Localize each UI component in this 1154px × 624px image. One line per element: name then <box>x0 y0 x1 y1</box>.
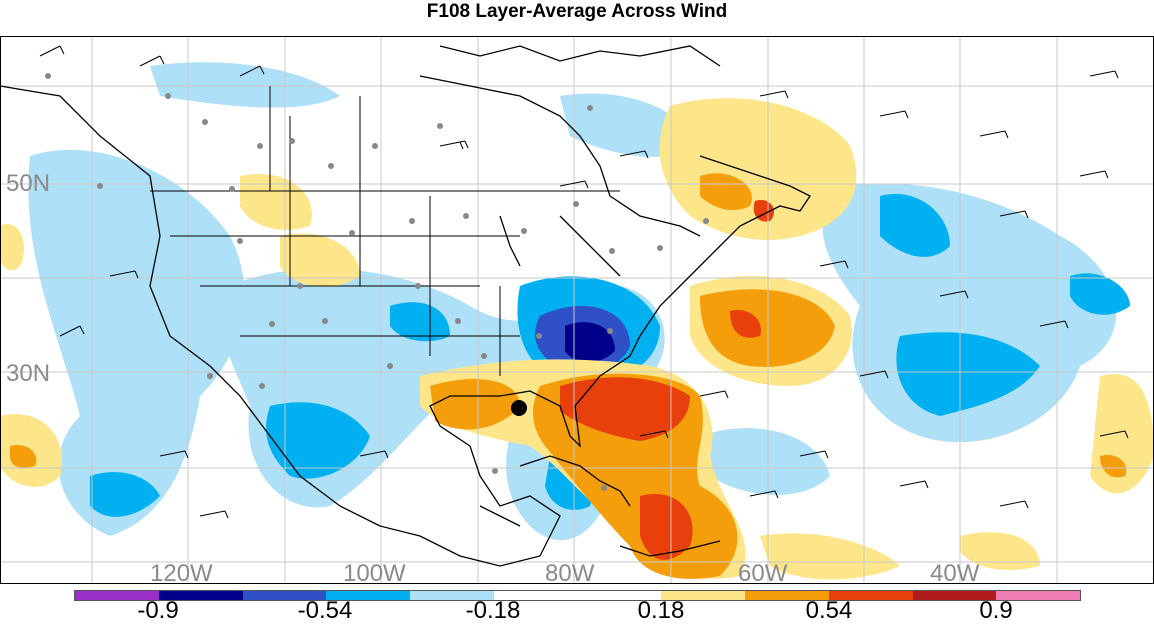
colorbar-segment <box>410 591 494 600</box>
lon-label-100w: 100W <box>343 560 406 584</box>
colorbar-label-neg-0-9: -0.9 <box>137 597 179 624</box>
lon-label-120w: 120W <box>150 560 213 584</box>
lon-label-40w: 40W <box>930 560 980 584</box>
storm-center-marker <box>511 400 527 416</box>
colorbar-segment <box>828 591 913 600</box>
lon-label-60w: 60W <box>738 560 788 584</box>
colorbar-segment <box>493 591 578 600</box>
station-dots <box>45 73 709 491</box>
colorbar-label-neg-0-18: -0.18 <box>465 597 521 624</box>
wind-barbs <box>39 45 1129 519</box>
colorbar-segment <box>158 591 243 600</box>
coastlines <box>0 45 811 567</box>
colorbar-segment <box>996 591 1080 600</box>
anomaly-fill-layer <box>0 62 1154 580</box>
colorbar-segment <box>75 591 159 600</box>
colorbar <box>74 590 1081 601</box>
colorbar-segment <box>745 591 829 600</box>
lon-label-80w: 80W <box>545 560 595 584</box>
colorbar-segment <box>577 591 662 600</box>
map-canvas: 50N 30N 120W 100W 80W 60W 40W <box>0 36 1154 584</box>
colorbar-segment <box>242 591 327 600</box>
lat-label-50n: 50N <box>6 170 50 197</box>
colorbar-label-neg-0-54: -0.54 <box>297 597 353 624</box>
graticule <box>0 36 1154 584</box>
chart-title: F108 Layer-Average Across Wind <box>426 1 728 22</box>
colorbar-segment <box>326 591 410 600</box>
colorbar-segment <box>912 591 997 600</box>
colorbar-label-0-18: 0.18 <box>637 597 685 624</box>
political-boundaries <box>150 86 620 376</box>
colorbar-segment <box>661 591 745 600</box>
colorbar-label-0-9: 0.9 <box>979 597 1013 624</box>
colorbar-label-0-54: 0.54 <box>805 597 853 624</box>
lat-label-30n: 30N <box>6 360 50 387</box>
